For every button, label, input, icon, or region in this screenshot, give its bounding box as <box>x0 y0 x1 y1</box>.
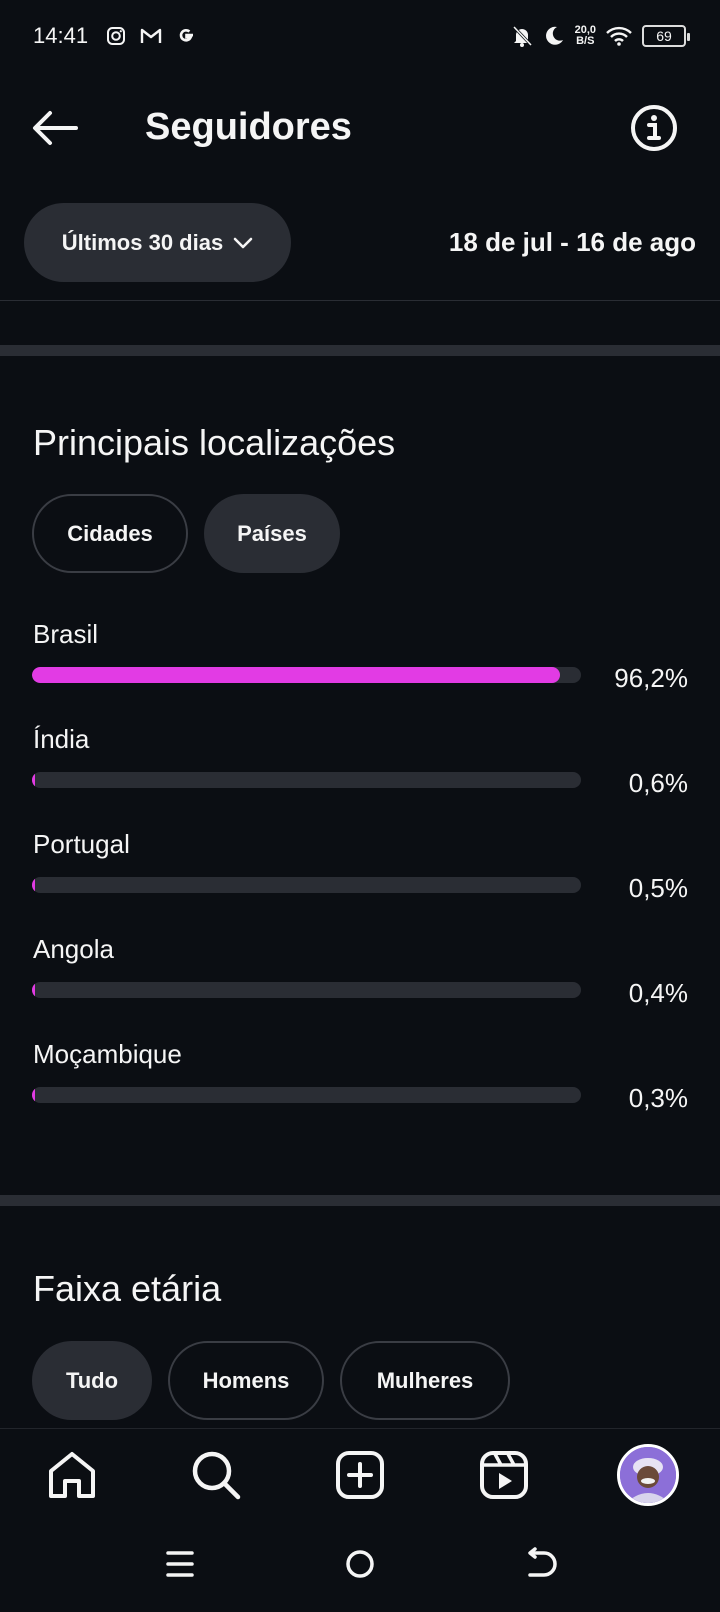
location-percent: 0,3% <box>628 1083 688 1113</box>
system-nav <box>0 1534 720 1612</box>
location-bar-fill <box>32 667 560 683</box>
location-bar-fill <box>32 877 35 893</box>
system-home-button[interactable] <box>340 1544 380 1584</box>
net-speed: 20,0 B/S <box>575 25 596 47</box>
age-title: Faixa etária <box>33 1268 222 1309</box>
info-icon <box>631 105 677 151</box>
date-range-row: Últimos 30 dias 18 de jul - 16 de ago <box>0 203 720 283</box>
profile-avatar[interactable] <box>617 1444 679 1506</box>
location-name: Portugal <box>33 829 130 859</box>
range-dropdown[interactable]: Últimos 30 dias <box>24 203 291 282</box>
location-bar-track <box>32 667 581 683</box>
location-name: Moçambique <box>33 1039 182 1069</box>
status-right: 20,0 B/S 69 <box>511 25 690 47</box>
location-percent: 0,4% <box>628 978 688 1008</box>
bottom-nav <box>0 1428 720 1524</box>
location-item: Índia 0,6% <box>0 724 720 824</box>
status-time: 14:41 <box>33 23 89 48</box>
nav-reels-button[interactable] <box>478 1449 530 1501</box>
location-name: Brasil <box>33 619 99 649</box>
search-icon <box>192 1451 241 1500</box>
tab-tudo[interactable]: Tudo <box>32 1341 152 1420</box>
tab-homens-label: Homens <box>202 1367 290 1393</box>
reels-icon <box>480 1451 528 1499</box>
status-left: 14:41 <box>33 23 196 49</box>
google-icon <box>179 28 194 42</box>
status-bar: 14:41 20,0 B/S <box>0 0 720 72</box>
location-percent: 0,6% <box>628 768 688 798</box>
tab-paises-label: Países <box>237 520 307 546</box>
range-dates: 18 de jul - 16 de ago <box>448 227 696 257</box>
moon-icon <box>545 26 563 45</box>
tab-mulheres[interactable]: Mulheres <box>340 1341 510 1420</box>
net-speed-value: 20,0 <box>574 24 596 36</box>
back-icon <box>528 1547 557 1577</box>
net-speed-unit: B/S <box>576 35 595 47</box>
gmail-icon <box>140 28 162 43</box>
location-bar-track <box>32 772 581 788</box>
header: Seguidores <box>0 88 720 168</box>
back-button[interactable] <box>30 108 82 148</box>
section-divider <box>0 1195 720 1206</box>
location-name: Índia <box>33 724 90 754</box>
nav-create-button[interactable] <box>334 1449 386 1501</box>
bell-off-icon <box>512 25 532 47</box>
range-dropdown-label: Últimos 30 dias <box>61 229 224 255</box>
tab-paises[interactable]: Países <box>204 494 340 573</box>
instagram-icon <box>107 27 126 45</box>
location-item: Brasil 96,2% <box>0 619 720 719</box>
location-item: Moçambique 0,3% <box>0 1039 720 1139</box>
menu-icon <box>166 1551 194 1577</box>
battery-indicator: 69 <box>642 25 690 47</box>
location-percent: 0,5% <box>628 873 688 903</box>
location-bar-track <box>32 1087 581 1103</box>
tab-homens[interactable]: Homens <box>168 1341 324 1420</box>
wifi-icon <box>606 26 632 46</box>
location-item: Angola 0,4% <box>0 934 720 1034</box>
home-circle-icon <box>346 1550 374 1578</box>
system-back-button[interactable] <box>520 1544 560 1584</box>
tab-mulheres-label: Mulheres <box>376 1367 474 1393</box>
avatar-image <box>620 1447 676 1503</box>
system-menu-button[interactable] <box>160 1544 200 1584</box>
location-bar-fill <box>32 772 35 788</box>
location-bar-fill <box>32 1087 35 1103</box>
location-bar-track <box>32 982 581 998</box>
location-bar-track <box>32 877 581 893</box>
locations-title: Principais localizações <box>33 422 396 463</box>
location-name: Angola <box>33 934 114 964</box>
nav-home-button[interactable] <box>46 1449 98 1501</box>
location-percent: 96,2% <box>614 663 688 693</box>
location-bar-fill <box>32 982 35 998</box>
chevron-down-icon <box>233 237 253 248</box>
tab-cidades-label: Cidades <box>67 520 153 546</box>
home-icon <box>49 1452 95 1498</box>
create-icon <box>336 1451 384 1499</box>
arrow-left-icon <box>33 111 78 145</box>
info-button[interactable] <box>630 104 678 152</box>
page-title: Seguidores <box>145 106 352 148</box>
tab-tudo-label: Tudo <box>65 1367 119 1393</box>
section-divider <box>0 345 720 356</box>
divider <box>0 300 720 301</box>
nav-search-button[interactable] <box>190 1449 242 1501</box>
location-item: Portugal 0,5% <box>0 829 720 929</box>
tab-cidades[interactable]: Cidades <box>32 494 188 573</box>
